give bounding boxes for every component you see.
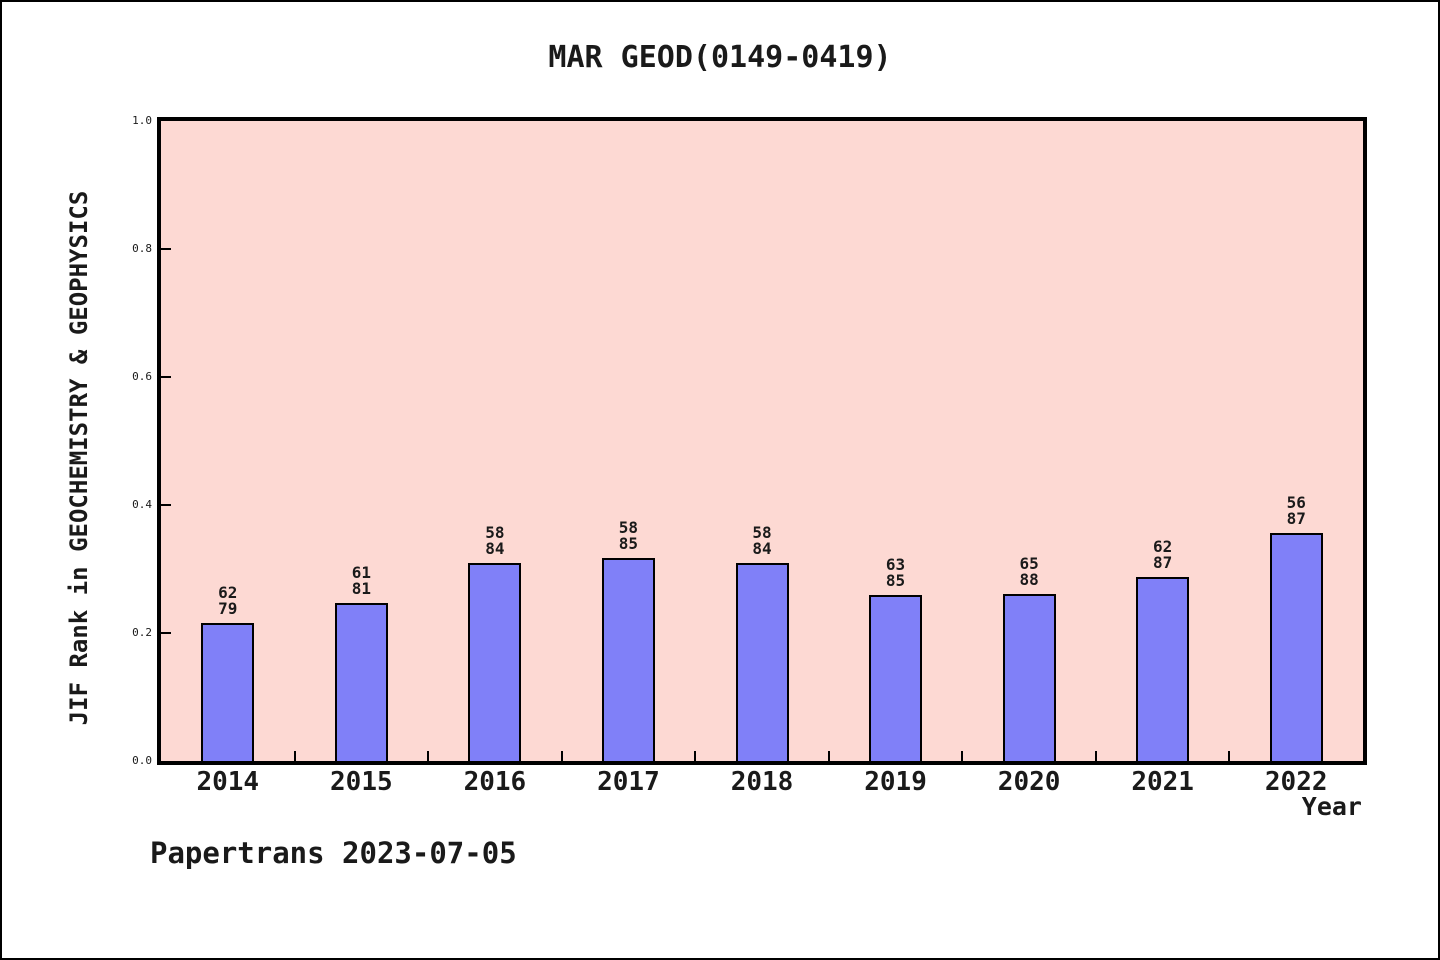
bar-label-total: 85 xyxy=(885,571,906,590)
x-tick-mark xyxy=(293,751,296,761)
bar-label-total: 88 xyxy=(1019,570,1039,589)
y-tick-label-0.0: 0.0 xyxy=(132,754,152,767)
bar-label-2016: 58 84 xyxy=(455,525,535,557)
bar-label-2018: 58 84 xyxy=(722,525,802,557)
bar-2016 xyxy=(468,563,522,761)
bar-label-rank: 62 xyxy=(218,583,238,602)
x-tick-mark xyxy=(961,751,964,761)
x-axis-label: Year xyxy=(1301,792,1362,821)
bar-label-2014: 62 79 xyxy=(188,585,268,617)
bar-2014 xyxy=(201,623,255,761)
bar-label-2015: 61 81 xyxy=(321,565,401,597)
x-tick-label-2017: 2017 xyxy=(597,767,660,797)
bar-2015 xyxy=(334,603,388,761)
x-tick-label-2020: 2020 xyxy=(997,767,1061,797)
bar-label-rank: 56 xyxy=(1286,493,1306,512)
bar-label-total: 87 xyxy=(1153,553,1173,572)
bar-label-total: 85 xyxy=(618,534,639,553)
bar-label-rank: 65 xyxy=(1019,554,1039,573)
bar-2019 xyxy=(869,595,923,761)
bar-label-2020: 65 88 xyxy=(989,556,1069,588)
bar-2020 xyxy=(1002,594,1056,761)
x-tick-mark xyxy=(827,751,830,761)
x-tick-label-2021: 2021 xyxy=(1131,767,1194,797)
y-tick-label-0.8: 0.8 xyxy=(132,242,152,255)
bar-label-2021: 62 87 xyxy=(1123,539,1203,571)
y-tick-mark xyxy=(161,376,171,378)
y-tick-mark xyxy=(161,248,171,250)
bar-label-total: 81 xyxy=(351,579,371,598)
bar-2017 xyxy=(601,558,655,761)
footer-watermark: Papertrans 2023-07-05 xyxy=(150,836,517,870)
y-tick-label-0.4: 0.4 xyxy=(132,498,152,511)
x-tick-label-2019: 2019 xyxy=(864,767,927,797)
y-tick-mark xyxy=(161,632,171,634)
bar-label-2019: 63 85 xyxy=(856,557,936,589)
x-tick-mark xyxy=(1094,751,1097,761)
x-tick-label-2022: 2022 xyxy=(1264,767,1328,797)
x-tick-mark xyxy=(1228,751,1231,761)
x-tick-label-2014: 2014 xyxy=(196,767,260,797)
bar-label-rank: 58 xyxy=(485,523,505,542)
chart-title: MAR GEOD(0149-0419) xyxy=(548,40,892,75)
bar-label-total: 87 xyxy=(1286,509,1306,528)
bar-2021 xyxy=(1136,577,1190,761)
y-tick-label-0.6: 0.6 xyxy=(132,370,152,383)
bar-label-total: 84 xyxy=(485,539,505,558)
bar-label-rank: 62 xyxy=(1153,537,1173,556)
x-tick-label-2015: 2015 xyxy=(330,767,393,797)
bar-label-rank: 58 xyxy=(618,518,639,537)
bar-label-rank: 58 xyxy=(752,523,772,542)
y-tick-label-0.2: 0.2 xyxy=(132,626,152,639)
x-tick-mark xyxy=(560,751,563,761)
x-tick-mark xyxy=(694,751,697,761)
bar-2018 xyxy=(735,563,789,761)
x-tick-label-2018: 2018 xyxy=(730,767,794,797)
y-tick-label-1.0: 1.0 xyxy=(132,114,152,127)
bar-label-rank: 63 xyxy=(885,555,906,574)
bar-label-2017: 58 85 xyxy=(588,520,668,552)
bar-label-rank: 61 xyxy=(351,563,371,582)
bar-label-total: 84 xyxy=(752,539,772,558)
y-tick-mark xyxy=(161,504,171,506)
bar-label-total: 79 xyxy=(218,599,238,618)
x-tick-mark xyxy=(427,751,430,761)
x-tick-label-2016: 2016 xyxy=(463,767,527,797)
bar-label-2022: 56 87 xyxy=(1256,495,1336,527)
bar-2022 xyxy=(1269,533,1323,761)
y-axis-label: JIF Rank in GEOCHEMISTRY & GEOPHYSICS xyxy=(65,190,93,726)
